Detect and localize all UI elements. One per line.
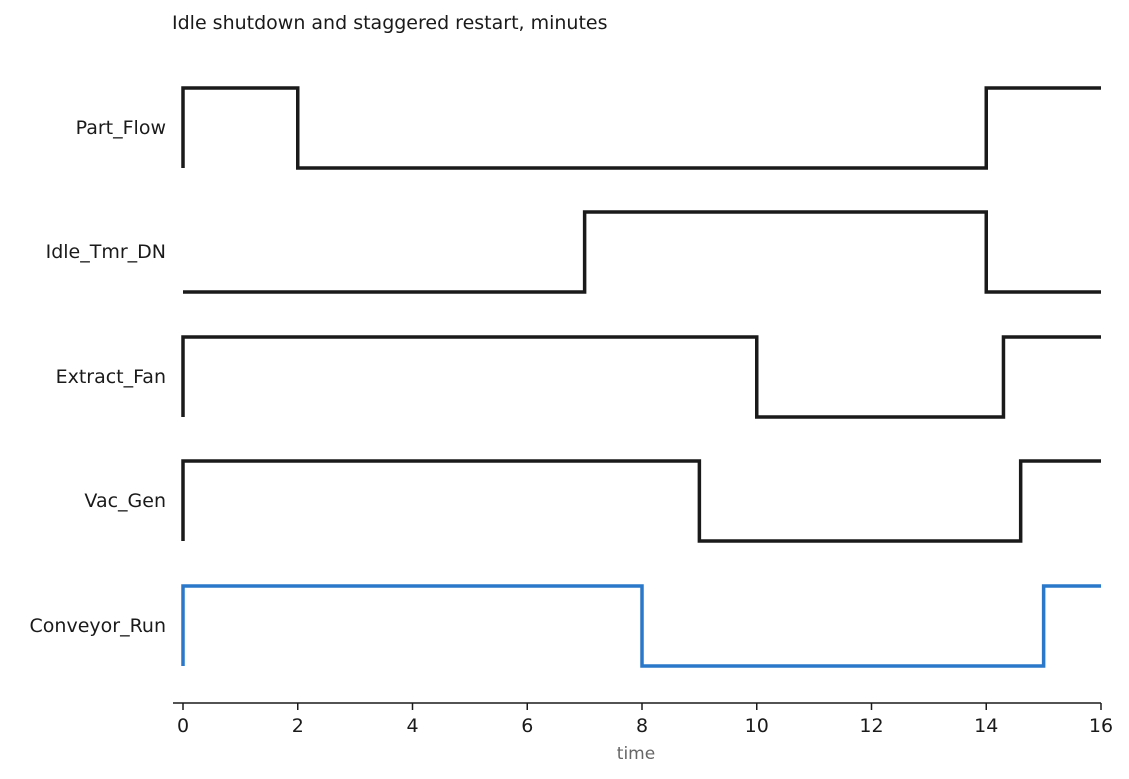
x-tick-label: 16 [1089, 715, 1113, 737]
x-tick-label: 10 [745, 715, 769, 737]
x-axis: 0 2 4 6 8 10 12 14 16 [173, 702, 1113, 737]
signal-label: Vac_Gen [84, 490, 166, 512]
signal-trace [181, 335, 1101, 419]
signal-trace [181, 459, 1101, 543]
signal-row: Extract_Fan [56, 335, 1101, 419]
signal-trace [183, 210, 1101, 294]
x-tick-label: 14 [974, 715, 998, 737]
x-axis-label: time [617, 744, 655, 764]
x-tick-label: 4 [406, 715, 418, 737]
x-tick-label: 2 [292, 715, 304, 737]
signal-label: Idle_Tmr_DN [46, 241, 166, 263]
signal-label: Extract_Fan [56, 366, 166, 388]
signal-row: Idle_Tmr_DN [46, 210, 1101, 294]
signal-trace [181, 86, 1101, 170]
chart-title: Idle shutdown and staggered restart, min… [172, 12, 608, 34]
signal-row: Vac_Gen [84, 459, 1101, 543]
x-tick-label: 0 [177, 715, 189, 737]
signal-row: Part_Flow [76, 86, 1101, 170]
signal-traces: Part_Flow Idle_Tmr_DN Extract_Fan Vac_Gen Co… [30, 86, 1101, 668]
signal-row: Conveyor_Run [30, 584, 1101, 668]
x-tick-label: 6 [521, 715, 533, 737]
signal-label: Part_Flow [76, 117, 166, 139]
signal-trace [181, 584, 1101, 668]
x-tick-label: 8 [636, 715, 648, 737]
x-tick-label: 12 [859, 715, 883, 737]
signal-label: Conveyor_Run [30, 615, 166, 637]
